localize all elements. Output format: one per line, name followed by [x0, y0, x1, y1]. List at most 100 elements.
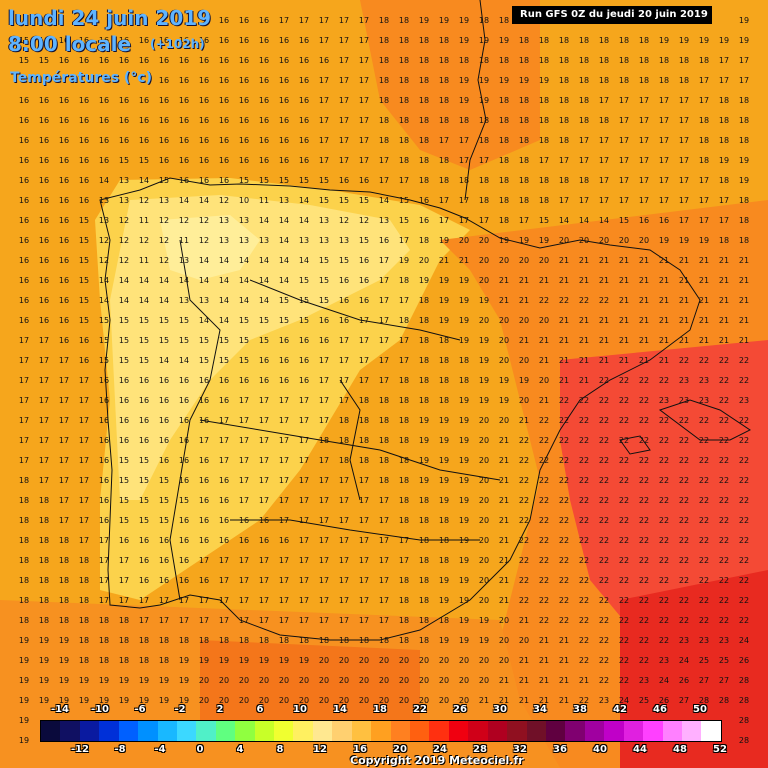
- temperature-value: 18: [638, 36, 650, 45]
- temperature-value: 22: [698, 616, 710, 625]
- temperature-value: 17: [678, 96, 690, 105]
- temperature-value: 16: [78, 196, 90, 205]
- temperature-value: 19: [418, 456, 430, 465]
- temperature-value: 20: [378, 696, 390, 705]
- temperature-value: 22: [618, 396, 630, 405]
- temperature-value: 22: [578, 456, 590, 465]
- temperature-value: 17: [398, 336, 410, 345]
- temperature-value: 13: [158, 196, 170, 205]
- temperature-value: 19: [478, 336, 490, 345]
- temperature-value: 17: [78, 376, 90, 385]
- temperature-value: 17: [18, 436, 30, 445]
- temperature-value: 18: [458, 356, 470, 365]
- temperature-value: 18: [418, 556, 430, 565]
- temperature-value: 16: [218, 36, 230, 45]
- temperature-value: 22: [738, 536, 750, 545]
- temperature-value: 16: [638, 216, 650, 225]
- temperature-value: 13: [318, 236, 330, 245]
- temperature-value: 22: [718, 376, 730, 385]
- temperature-value: 15: [138, 496, 150, 505]
- temperature-value: 15: [238, 316, 250, 325]
- temperature-value: 18: [218, 636, 230, 645]
- temperature-value: 22: [578, 636, 590, 645]
- temperature-value: 16: [238, 16, 250, 25]
- temperature-value: 22: [578, 616, 590, 625]
- temperature-value: 18: [38, 556, 50, 565]
- temperature-value: 15: [278, 316, 290, 325]
- temperature-value: 22: [598, 396, 610, 405]
- temperature-value: 18: [418, 56, 430, 65]
- temperature-value: 16: [138, 376, 150, 385]
- temperature-value: 19: [458, 516, 470, 525]
- temperature-value: 18: [458, 116, 470, 125]
- temperature-value: 16: [198, 136, 210, 145]
- temperature-value: 18: [238, 636, 250, 645]
- temperature-value: 18: [498, 216, 510, 225]
- temperature-value: 21: [518, 296, 530, 305]
- temperature-value: 17: [318, 596, 330, 605]
- temperature-value: 17: [258, 476, 270, 485]
- temperature-value: 17: [58, 356, 70, 365]
- temperature-value: 21: [558, 656, 570, 665]
- temperature-value: 17: [358, 36, 370, 45]
- temperature-value: 22: [658, 416, 670, 425]
- temperature-value: 22: [718, 596, 730, 605]
- temperature-value: 14: [158, 356, 170, 365]
- temperature-value: 22: [578, 696, 590, 705]
- temperature-value: 17: [718, 76, 730, 85]
- temperature-value: 16: [158, 436, 170, 445]
- temperature-value: 19: [478, 616, 490, 625]
- temperature-value: 16: [138, 36, 150, 45]
- temperature-value: 18: [678, 56, 690, 65]
- temperature-value: 16: [118, 536, 130, 545]
- temperature-value: 21: [538, 696, 550, 705]
- temperature-value: 21: [698, 336, 710, 345]
- temperature-value: 22: [678, 436, 690, 445]
- temperature-value: 22: [718, 476, 730, 485]
- temperature-value: 16: [278, 96, 290, 105]
- temperature-value: 19: [478, 396, 490, 405]
- temperature-value: 18: [518, 156, 530, 165]
- temperature-value: 16: [198, 176, 210, 185]
- temperature-value: 22: [638, 616, 650, 625]
- temperature-value: 16: [98, 376, 110, 385]
- temperature-value: 17: [318, 96, 330, 105]
- temperature-value: 16: [58, 176, 70, 185]
- temperature-value: 21: [498, 576, 510, 585]
- temperature-value: 18: [378, 76, 390, 85]
- temperature-value: 22: [678, 456, 690, 465]
- temperature-value: 16: [58, 316, 70, 325]
- temperature-value: 21: [558, 356, 570, 365]
- temperature-value: 22: [598, 416, 610, 425]
- run-info: Run GFS 0Z du jeudi 20 juin 2019: [512, 6, 712, 24]
- temperature-value: 22: [538, 616, 550, 625]
- temperature-value: 16: [198, 576, 210, 585]
- temperature-value: 15: [198, 336, 210, 345]
- legend-swatch: [254, 721, 275, 741]
- temperature-value: 17: [438, 196, 450, 205]
- temperature-value: 11: [138, 216, 150, 225]
- temperature-value: 16: [658, 216, 670, 225]
- temperature-value: 21: [618, 296, 630, 305]
- temperature-value: 17: [238, 476, 250, 485]
- temperature-value: 22: [658, 616, 670, 625]
- temperature-value: 21: [598, 356, 610, 365]
- temperature-value: 21: [498, 436, 510, 445]
- temperature-value: 17: [78, 436, 90, 445]
- temperature-value: 12: [198, 236, 210, 245]
- temperature-value: 20: [218, 676, 230, 685]
- temperature-value: 15: [38, 56, 50, 65]
- temperature-value: 16: [338, 176, 350, 185]
- temperature-value: 17: [678, 196, 690, 205]
- temperature-value: 25: [698, 656, 710, 665]
- temperature-value: 14: [118, 276, 130, 285]
- temperature-value: 22: [558, 536, 570, 545]
- temperature-value: 19: [738, 16, 750, 25]
- temperature-value: 15: [118, 356, 130, 365]
- temperature-value: 22: [558, 436, 570, 445]
- temperature-value: 23: [678, 376, 690, 385]
- temperature-value: 14: [298, 256, 310, 265]
- temperature-value: 21: [558, 276, 570, 285]
- legend-label-bottom: 40: [593, 744, 607, 755]
- temperature-value: 17: [658, 156, 670, 165]
